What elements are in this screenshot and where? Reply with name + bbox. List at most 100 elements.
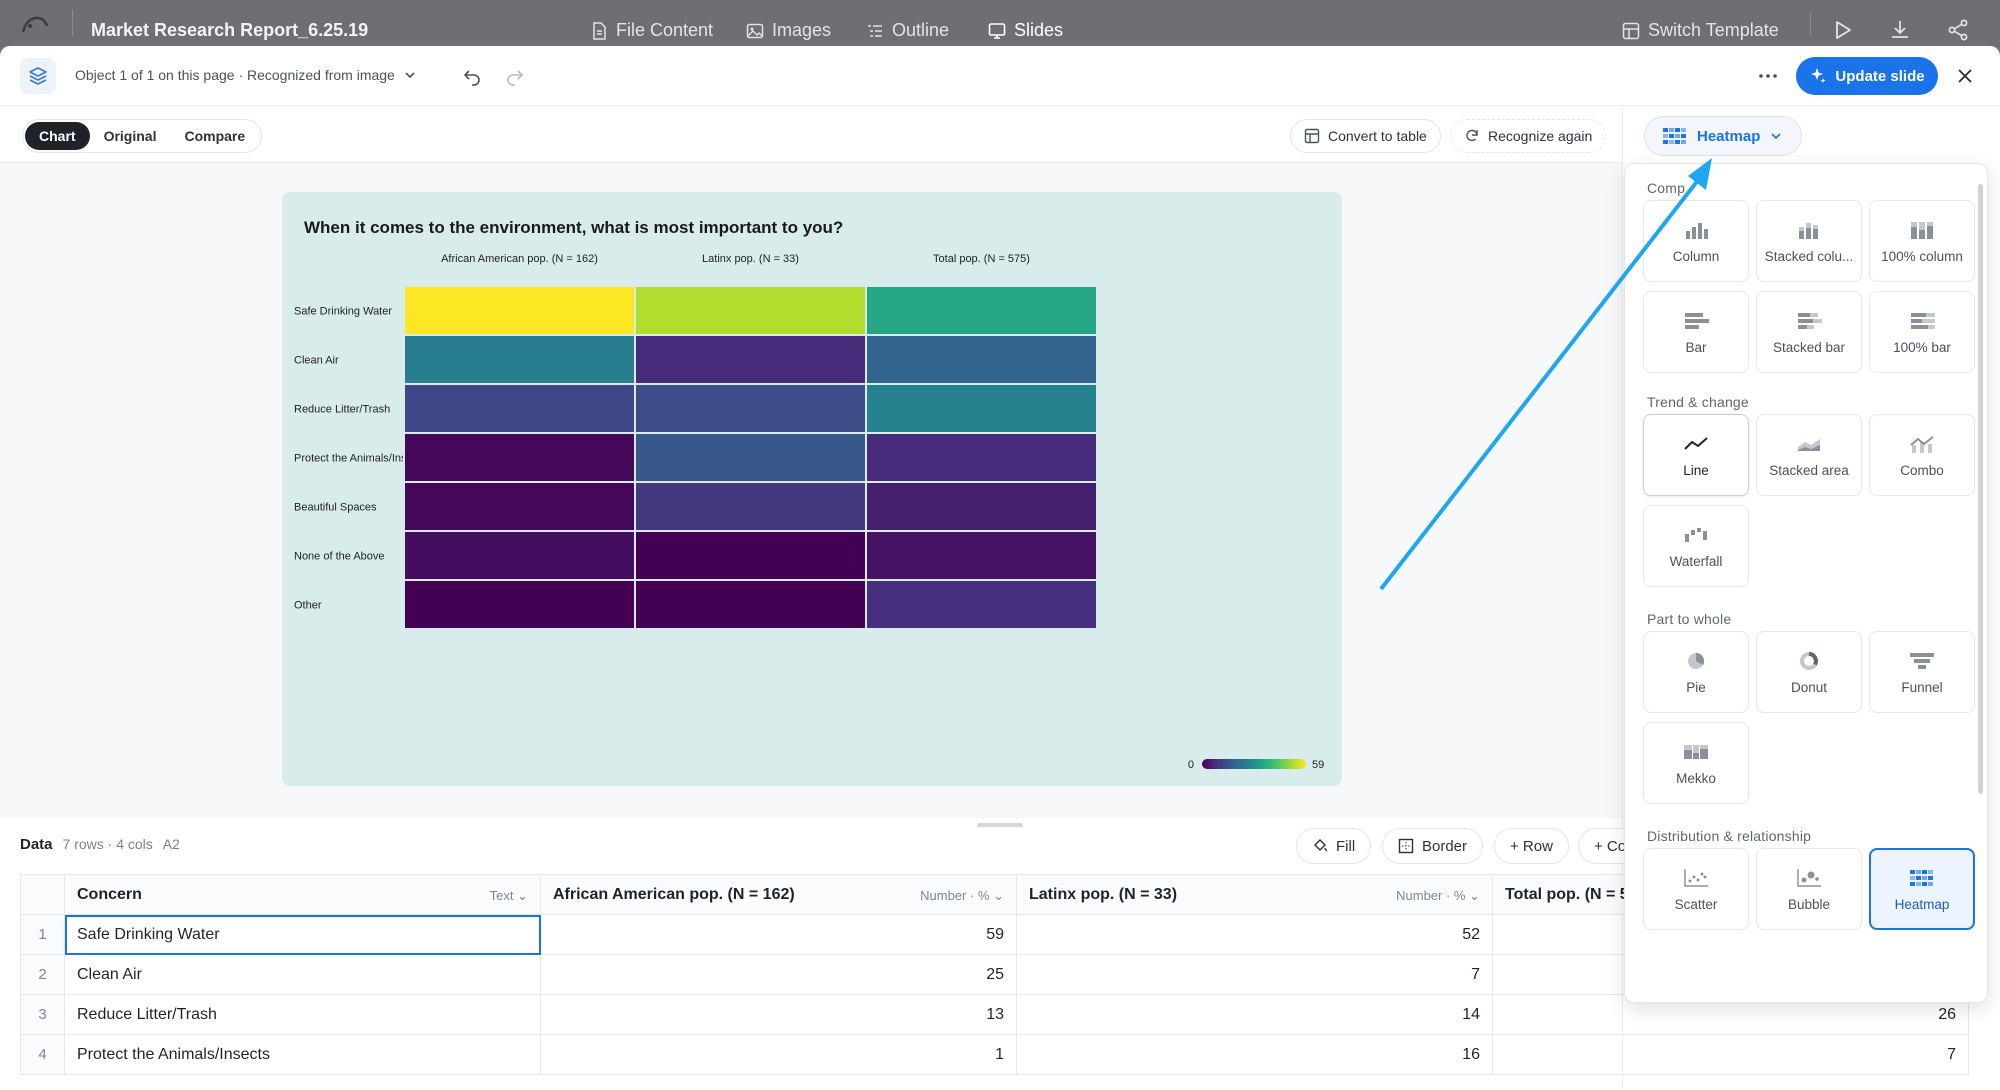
chart-option-pie[interactable]: Pie bbox=[1643, 631, 1749, 713]
tab-outline[interactable]: Outline bbox=[866, 20, 949, 41]
heatmap-cell[interactable] bbox=[403, 285, 636, 336]
row-label: Other bbox=[294, 600, 322, 612]
color-scale-bar bbox=[1202, 759, 1306, 769]
cell-african-american[interactable]: 13 bbox=[540, 994, 1017, 1035]
app-logo-icon[interactable] bbox=[20, 12, 50, 36]
cell-african-american[interactable]: 59 bbox=[540, 914, 1017, 955]
chart-option-100-column[interactable]: 100% column bbox=[1869, 200, 1975, 282]
convert-to-table-button[interactable]: Convert to table bbox=[1290, 119, 1441, 153]
cell-concern[interactable]: Protect the Animals/Insects bbox=[64, 1034, 541, 1075]
fill-button[interactable]: Fill bbox=[1296, 828, 1372, 864]
heatmap-cell[interactable] bbox=[403, 579, 636, 630]
resize-handle[interactable] bbox=[977, 823, 1023, 827]
outline-icon bbox=[868, 24, 882, 37]
heatmap-cell[interactable] bbox=[865, 285, 1098, 336]
tab-slides[interactable]: Slides bbox=[988, 20, 1063, 41]
option-label: Scatter bbox=[1674, 896, 1718, 912]
view-mode-original[interactable]: Original bbox=[103, 128, 157, 144]
heatmap-cell[interactable] bbox=[865, 530, 1098, 581]
scatter-icon bbox=[1684, 868, 1708, 887]
chart-option-waterfall[interactable]: Waterfall bbox=[1643, 505, 1749, 587]
cell-latinx[interactable]: 16 bbox=[1016, 1034, 1493, 1075]
cell-african-american[interactable]: 1 bbox=[540, 1034, 1017, 1075]
chart-type-dropdown[interactable]: Heatmap bbox=[1644, 116, 1802, 156]
recognize-again-button[interactable]: Recognize again bbox=[1450, 119, 1607, 153]
chart-option-bubble[interactable]: Bubble bbox=[1756, 848, 1862, 930]
switch-template-button[interactable]: Switch Template bbox=[1622, 20, 1779, 41]
row-label: Safe Drinking Water bbox=[294, 306, 392, 318]
heatmap-cell[interactable] bbox=[865, 432, 1098, 483]
chart-option-line[interactable]: Line bbox=[1643, 414, 1749, 496]
update-slide-button[interactable]: Update slide bbox=[1796, 57, 1938, 95]
menu-scrollbar[interactable] bbox=[1978, 184, 1983, 794]
chart-option-100-bar[interactable]: 100% bar bbox=[1869, 291, 1975, 373]
view-mode-chart[interactable]: Chart bbox=[25, 122, 90, 150]
heatmap-chart[interactable]: When it comes to the environment, what i… bbox=[282, 192, 1342, 786]
option-label: Pie bbox=[1686, 679, 1706, 695]
cell-concern[interactable]: Reduce Litter/Trash bbox=[64, 994, 541, 1035]
heatmap-cell[interactable] bbox=[634, 432, 867, 483]
column-header[interactable]: Concern Text ⌄ bbox=[64, 874, 541, 915]
close-icon[interactable] bbox=[1953, 64, 1977, 88]
cell-concern[interactable]: Safe Drinking Water bbox=[64, 914, 541, 955]
chart-option-donut[interactable]: Donut bbox=[1756, 631, 1862, 713]
cell-african-american[interactable]: 25 bbox=[540, 954, 1017, 995]
column-header[interactable]: African American pop. (N = 162) Number · … bbox=[540, 874, 1017, 915]
row-label: Reduce Litter/Trash bbox=[294, 404, 390, 416]
cell-latinx[interactable]: 52 bbox=[1016, 914, 1493, 955]
share-icon[interactable] bbox=[1946, 18, 1970, 42]
redo-icon[interactable] bbox=[505, 66, 525, 86]
cell-reference: A2 bbox=[162, 836, 180, 852]
tab-images[interactable]: Images bbox=[746, 20, 831, 41]
heatmap-cell[interactable] bbox=[634, 530, 867, 581]
heatmap-cell[interactable] bbox=[634, 579, 867, 630]
chart-option-stacked-column[interactable]: Stacked colu... bbox=[1756, 200, 1862, 282]
header-label: Total pop. (N = 5 bbox=[1505, 885, 1629, 903]
chart-option-scatter[interactable]: Scatter bbox=[1643, 848, 1749, 930]
heatmap-cell[interactable] bbox=[634, 383, 867, 434]
layers-button[interactable] bbox=[20, 58, 56, 94]
cell-concern[interactable]: Clean Air bbox=[64, 954, 541, 995]
play-icon[interactable] bbox=[1830, 18, 1854, 42]
heatmap-cell[interactable] bbox=[403, 334, 636, 385]
heatmap-cell[interactable] bbox=[865, 481, 1098, 532]
tab-file-content[interactable]: File Content bbox=[590, 20, 713, 41]
chart-option-mekko[interactable]: Mekko bbox=[1643, 722, 1749, 804]
cell-latinx[interactable]: 7 bbox=[1016, 954, 1493, 995]
heatmap-cell[interactable] bbox=[403, 530, 636, 581]
document-title[interactable]: Market Research Report_6.25.19 bbox=[91, 20, 369, 40]
download-icon[interactable] bbox=[1888, 18, 1912, 42]
heatmap-cell[interactable] bbox=[403, 383, 636, 434]
view-mode-compare[interactable]: Compare bbox=[184, 128, 246, 144]
column-header[interactable]: Latinx pop. (N = 33) Number · % ⌄ bbox=[1016, 874, 1493, 915]
column-type[interactable]: Number · % ⌄ bbox=[920, 888, 1004, 903]
chart-option-combo[interactable]: Combo bbox=[1869, 414, 1975, 496]
heatmap-cell[interactable] bbox=[634, 285, 867, 336]
chart-option-funnel[interactable]: Funnel bbox=[1869, 631, 1975, 713]
chart-option-stacked-area[interactable]: Stacked area bbox=[1756, 414, 1862, 496]
heatmap-cell[interactable] bbox=[403, 481, 636, 532]
chart-option-stacked-bar[interactable]: Stacked bar bbox=[1756, 291, 1862, 373]
heatmap-cell[interactable] bbox=[634, 481, 867, 532]
sparkle-icon bbox=[1811, 68, 1826, 83]
cell-total[interactable]: 7 bbox=[1492, 1034, 1969, 1075]
heatmap-cell[interactable] bbox=[403, 432, 636, 483]
column-type[interactable]: Number · % ⌄ bbox=[1396, 888, 1480, 903]
heatmap-cell[interactable] bbox=[865, 579, 1098, 630]
more-options-icon[interactable] bbox=[1756, 64, 1780, 88]
chart-option-column[interactable]: Column bbox=[1643, 200, 1749, 282]
heatmap-cell[interactable] bbox=[865, 334, 1098, 385]
undo-icon[interactable] bbox=[462, 66, 482, 86]
border-button[interactable]: Border bbox=[1382, 828, 1484, 864]
option-label: Waterfall bbox=[1669, 553, 1723, 569]
add-row-button[interactable]: + Row bbox=[1494, 828, 1569, 864]
row-number-header bbox=[20, 874, 65, 915]
option-label: Mekko bbox=[1676, 770, 1716, 786]
heatmap-cell[interactable] bbox=[865, 383, 1098, 434]
cell-latinx[interactable]: 14 bbox=[1016, 994, 1493, 1035]
chart-option-bar[interactable]: Bar bbox=[1643, 291, 1749, 373]
heatmap-cell[interactable] bbox=[634, 334, 867, 385]
column-type[interactable]: Text ⌄ bbox=[489, 888, 528, 903]
chart-option-heatmap[interactable]: Heatmap bbox=[1869, 848, 1975, 930]
object-selector[interactable]: Object 1 of 1 on this page · Recognized … bbox=[75, 67, 417, 83]
